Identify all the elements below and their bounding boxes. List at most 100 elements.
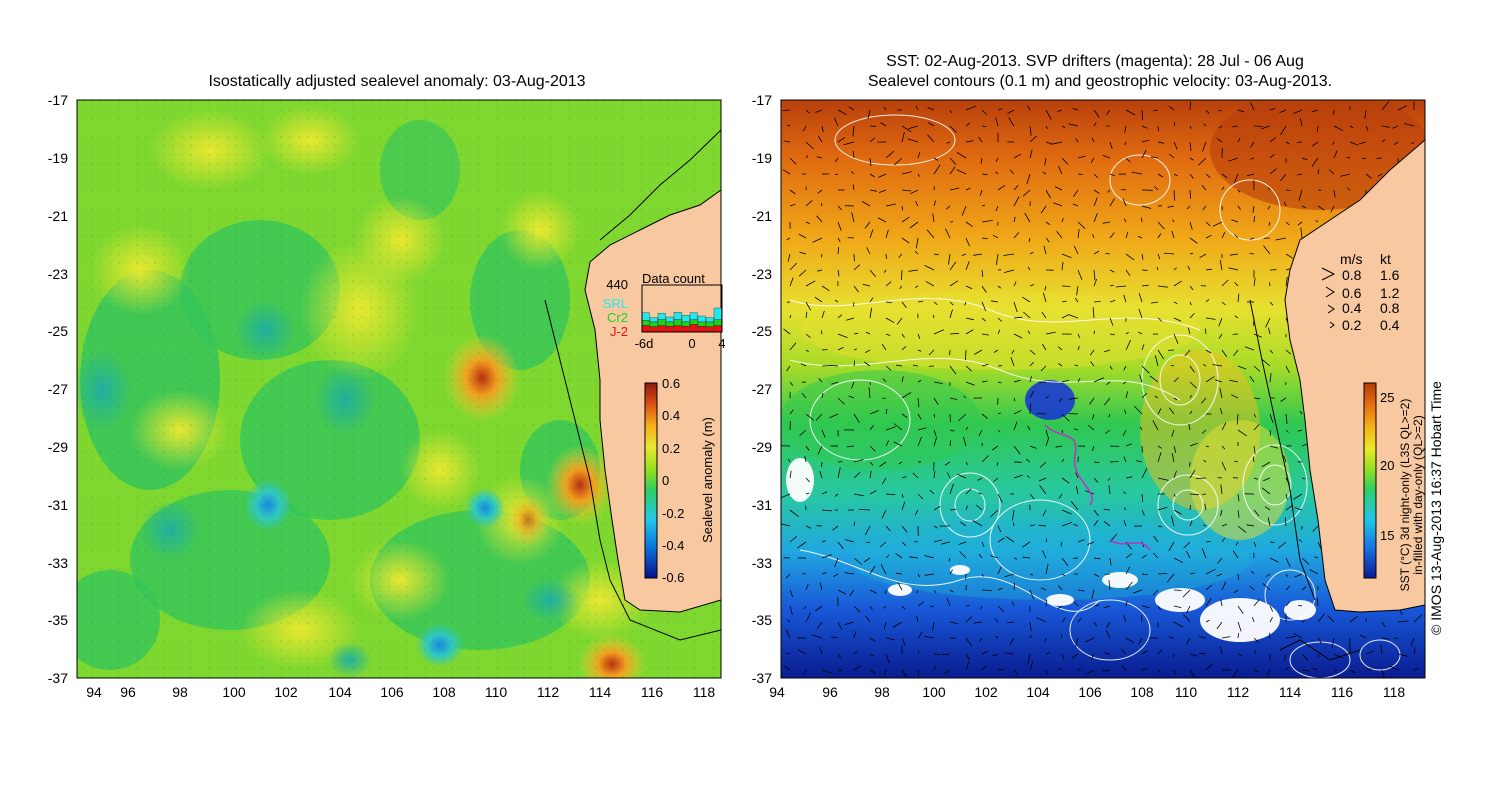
colorbar-tick: -0.6: [662, 570, 684, 585]
data-count-bar: [658, 313, 666, 319]
lon-tick: 106: [380, 684, 404, 700]
lat-tick: -37: [48, 670, 68, 686]
data-count-bar: [650, 327, 658, 332]
right-map-title-line1: SST: 02-Aug-2013. SVP drifters (magenta)…: [886, 53, 1304, 70]
lon-tick: 96: [822, 684, 838, 700]
velocity-ms: 0.4: [1342, 300, 1362, 316]
velocity-arrow: [1196, 478, 1206, 479]
velocity-arrow: [1297, 142, 1302, 143]
velocity-arrow: [1270, 542, 1274, 543]
velocity-ms: 0.2: [1342, 317, 1362, 333]
lon-tick: 116: [1331, 684, 1354, 700]
colorbar-gradient: [645, 383, 657, 578]
velocity-arrow: [822, 350, 828, 351]
data-count-bar: [666, 322, 674, 326]
data-count-bar: [658, 320, 666, 326]
lat-tick: -27: [48, 381, 68, 397]
lon-tick: 98: [172, 684, 188, 700]
lon-tick: 102: [274, 684, 298, 700]
legend-j2: J-2: [610, 324, 628, 339]
lat-tick: -17: [48, 92, 68, 108]
data-count-bar: [682, 315, 690, 321]
data-count-bar: [674, 320, 682, 326]
data-count-bar: [658, 326, 666, 332]
lon-tick: 108: [1130, 684, 1154, 700]
lon-tick: 96: [120, 684, 136, 700]
velocity-arrow: [882, 398, 886, 399]
velocity-arrow: [1142, 218, 1143, 222]
data-count-title: Data count: [642, 271, 705, 286]
lat-tick: -25: [48, 323, 68, 339]
imos-credit: © IMOS 13-Aug-2013 16:37 Hobart Time: [1428, 381, 1444, 635]
lat-tick: -23: [48, 266, 68, 282]
velocity-arrow: [1254, 216, 1255, 222]
velocity-ms: 0.8: [1342, 267, 1362, 283]
colorbar-label-line2: in-filled with day-only (QL>=2): [1411, 415, 1425, 574]
legend-srl: SRL: [603, 296, 628, 311]
lat-tick: -21: [752, 208, 772, 224]
velocity-arrow: [1270, 282, 1271, 286]
lat-tick: -19: [752, 150, 772, 166]
right-map-title-line2: Sealevel contours (0.1 m) and geostrophi…: [868, 73, 1332, 90]
data-count-day-tick: -6d: [635, 336, 654, 351]
velocity-kt: 1.6: [1380, 267, 1400, 283]
data-count-bar: [706, 318, 714, 322]
data-count-bar: [674, 312, 682, 320]
lon-tick: 118: [693, 684, 716, 700]
lat-tick: -31: [48, 497, 68, 513]
velocity-arrow: [1190, 505, 1191, 510]
lon-tick: 100: [922, 684, 946, 700]
lat-tick: -29: [752, 439, 772, 455]
data-count-bar: [714, 320, 722, 326]
velocity-arrow: [1190, 190, 1191, 199]
velocity-arrow: [982, 590, 992, 591]
lat-tick: -31: [752, 497, 772, 513]
colorbar-tick: 25: [1380, 390, 1394, 405]
lat-tick: -17: [752, 92, 772, 108]
left-lat-axis: -17 -19 -21 -23 -25 -27 -29 -31 -33 -35 …: [48, 92, 68, 686]
legend-cr2: Cr2: [607, 310, 628, 325]
velocity-arrow: [934, 654, 941, 655]
data-count-bar: [642, 326, 650, 332]
lon-tick: 98: [874, 684, 890, 700]
data-count-bar: [706, 322, 714, 327]
lon-tick: 116: [641, 684, 664, 700]
colorbar-label: Sealevel anomaly (m): [700, 417, 715, 543]
lon-tick: 106: [1078, 684, 1102, 700]
data-count-bar: [650, 322, 658, 327]
velocity-arrow: [783, 110, 791, 111]
colorbar-tick: 15: [1380, 528, 1394, 543]
data-count-day-tick: 4: [718, 336, 725, 351]
lon-tick: 100: [222, 684, 246, 700]
data-count-bar: [682, 326, 690, 332]
velocity-kt: 0.8: [1380, 300, 1400, 316]
data-count-bar: [650, 318, 658, 322]
lon-tick: 114: [1279, 684, 1302, 700]
sealevel-anomaly-map: [60, 100, 721, 694]
left-lon-axis: 94 96 98 100 102 104 106 108 110 112 114…: [86, 684, 715, 700]
colorbar-tick: 0: [662, 473, 669, 488]
lon-tick: 102: [974, 684, 998, 700]
lon-tick: 104: [1026, 684, 1050, 700]
colorbar-tick: 0.2: [662, 441, 680, 456]
velocity-arrow: [1254, 126, 1263, 127]
velocity-arrow: [822, 462, 823, 467]
lon-tick: 110: [1175, 684, 1198, 700]
data-count-bar: [666, 317, 674, 322]
data-count-bar: [714, 326, 722, 332]
lat-tick: -35: [752, 612, 772, 628]
colorbar-tick: 0.6: [662, 376, 680, 391]
data-count-bar: [698, 326, 706, 332]
data-count-bar: [690, 325, 698, 333]
data-count-bar: [674, 326, 682, 332]
lon-tick: 112: [1227, 684, 1250, 700]
colorbar-tick: 20: [1380, 458, 1394, 473]
right-lon-axis: 94 96 98 100 102 104 106 108 110 112 114…: [769, 684, 1405, 700]
velocity-kt: 1.2: [1380, 285, 1400, 301]
lon-tick: 112: [537, 684, 560, 700]
lat-tick: -29: [48, 439, 68, 455]
lat-tick: -25: [752, 323, 772, 339]
velocity-arrow: [1190, 102, 1191, 110]
velocity-arrow: [1250, 254, 1255, 255]
lon-tick: 110: [485, 684, 508, 700]
